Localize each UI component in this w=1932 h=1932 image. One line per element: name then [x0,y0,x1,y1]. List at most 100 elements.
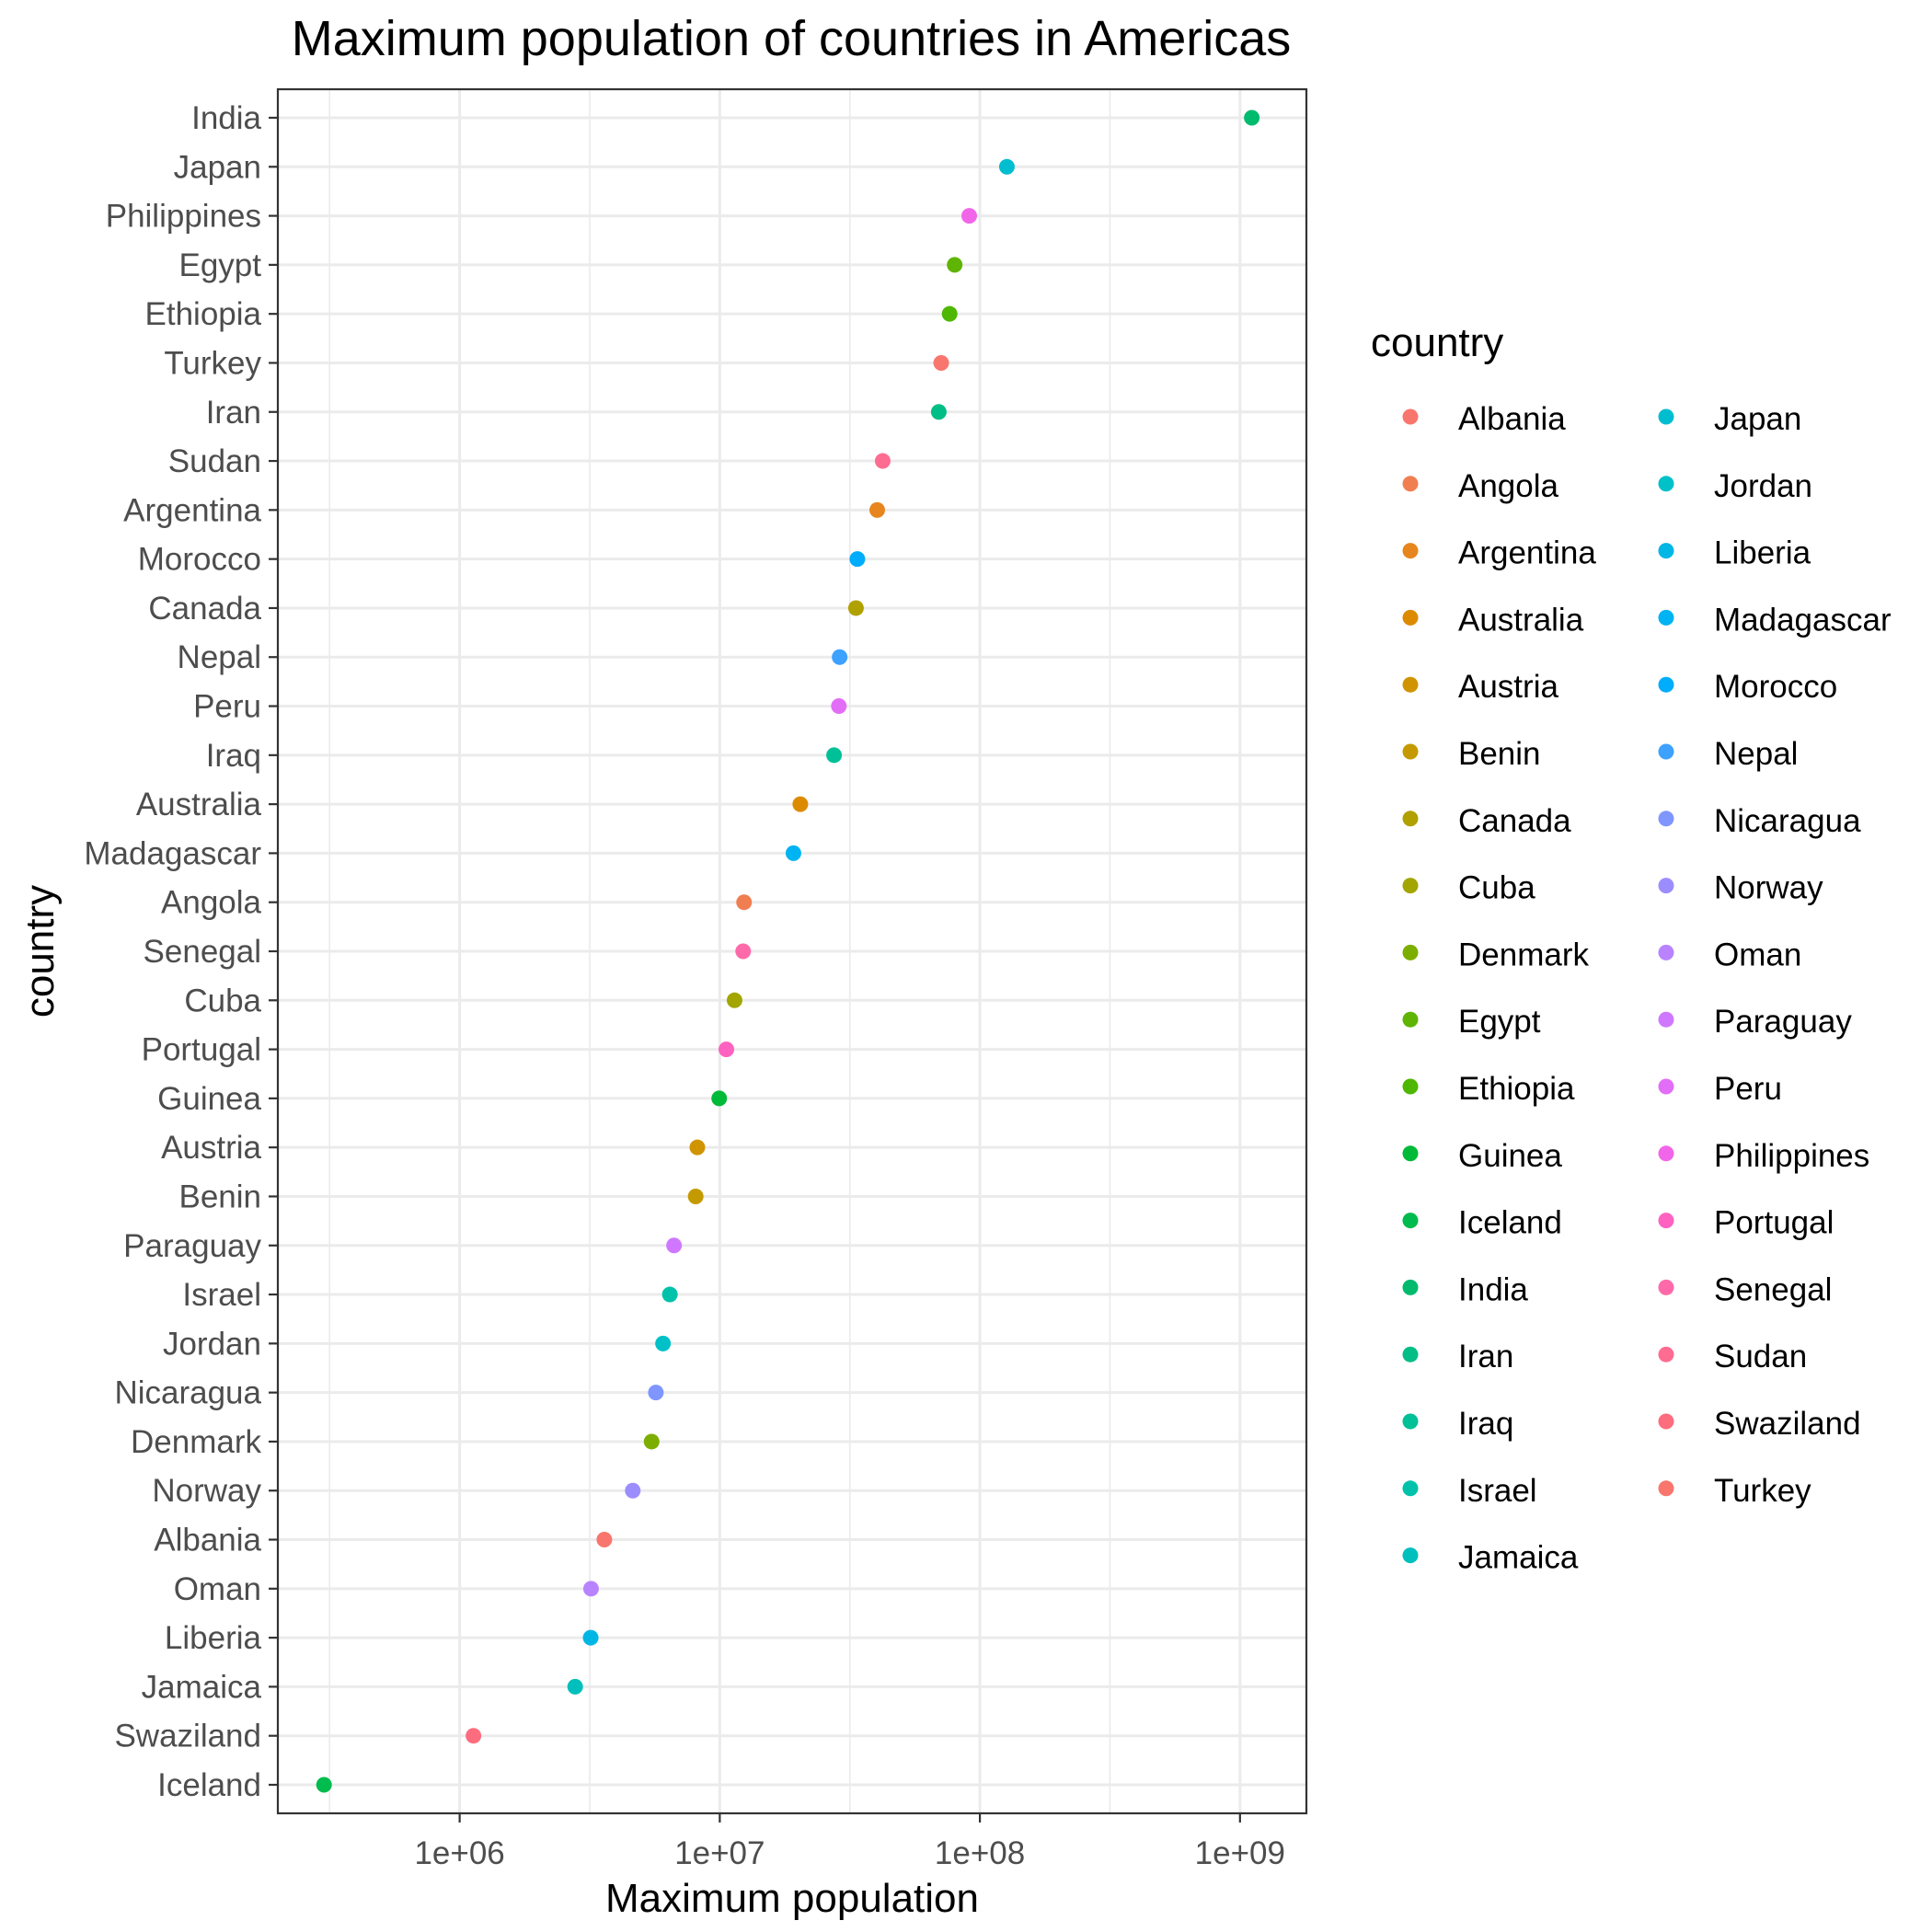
legend-label: Jordan [1714,468,1812,504]
legend-key [1658,1078,1674,1095]
y-tick-label: Portugal [142,1032,261,1068]
legend-key [1402,1011,1419,1028]
data-point [643,1433,660,1450]
data-point [1244,109,1260,126]
data-point [735,943,752,960]
data-point [847,600,864,616]
legend-label: Austria [1458,669,1558,705]
y-tick-label: Sudan [168,443,261,479]
data-point [941,305,958,322]
legend-key [1402,1346,1419,1363]
legend-label: Norway [1714,870,1823,906]
y-tick-label: Peru [193,689,261,725]
y-tick-label: Albania [154,1523,261,1558]
legend-label: Denmark [1458,937,1589,972]
legend-key [1658,1213,1674,1229]
plot-panel-border [276,87,1308,1815]
data-point [582,1629,599,1646]
legend-label: Australia [1458,602,1584,638]
y-tick-label: Swaziland [114,1719,261,1754]
legend-key [1402,408,1419,425]
data-point [832,649,848,665]
legend-key [1658,743,1674,760]
legend-label: Philippines [1714,1138,1869,1174]
y-tick-label: Nicaragua [114,1375,261,1411]
y-tick-label: India [191,100,261,136]
legend-label: Morocco [1714,669,1837,705]
y-tick-label: Jamaica [142,1669,262,1705]
y-tick-label: Argentina [123,492,261,528]
legend-key [1402,1547,1419,1564]
legend-key [1658,1413,1674,1430]
y-tick-label: Liberia [165,1620,262,1656]
y-tick-label: Canada [148,591,261,627]
legend-label: Benin [1458,736,1541,772]
data-point [596,1532,613,1548]
data-point [711,1090,728,1107]
data-point [726,992,742,1008]
y-tick-label: Cuba [184,983,261,1018]
legend-label: Israel [1458,1473,1537,1509]
legend-key [1402,811,1419,827]
data-point [826,747,843,764]
legend-label: Cuba [1458,870,1535,906]
data-point [831,698,847,715]
y-tick-label: Guinea [157,1081,261,1117]
data-point [868,501,885,518]
y-tick-label: Iran [206,395,261,431]
y-tick-label: Japan [174,149,261,185]
y-tick-label: Iraq [206,738,261,774]
grid-lines [278,89,1306,1813]
x-axis-ticks: 1e+06 1e+07 1e+08 1e+09 [414,1813,1285,1871]
data-point [687,1188,704,1204]
data-point [655,1335,672,1351]
data-point [849,551,866,568]
legend-key [1658,1011,1674,1028]
legend-label: Paraguay [1714,1004,1852,1040]
legend-key [1402,1145,1419,1162]
y-tick-label: Oman [174,1571,261,1607]
y-tick-label: Austria [161,1130,261,1166]
legend-title: country [1371,320,1503,365]
data-point [930,404,947,420]
data-point [719,1041,735,1058]
y-tick-label: Benin [178,1179,261,1214]
legend-label: Ethiopia [1458,1071,1575,1107]
legend-label: Madagascar [1714,602,1892,638]
legend-label: Canada [1458,803,1571,839]
legend-key [1658,676,1674,693]
y-tick-label: Morocco [138,542,261,578]
x-tick-label: 1e+08 [935,1835,1025,1871]
y-tick-label: Australia [136,787,262,822]
data-point [933,354,949,371]
legend-key [1402,878,1419,894]
legend-label: Nepal [1714,736,1798,772]
y-tick-label: Angola [161,885,262,921]
legend-label: Nicaragua [1714,803,1861,839]
legend-key [1658,944,1674,960]
legend-label: Portugal [1714,1205,1834,1241]
x-tick-label: 1e+07 [674,1835,765,1871]
legend-label: Guinea [1458,1138,1562,1174]
data-point [625,1482,641,1499]
x-tick-label: 1e+09 [1195,1835,1285,1871]
data-point [648,1385,664,1401]
data-point [689,1139,706,1156]
legend-label: Senegal [1714,1271,1832,1307]
legend-key [1402,1078,1419,1095]
y-axis-ticks: India Japan Philippines Egypt Ethiopia Turkey… [84,100,278,1803]
data-point [666,1237,683,1254]
y-tick-label: Jordan [163,1326,261,1362]
legend-key [1658,811,1674,827]
legend-key [1402,676,1419,693]
y-tick-label: Philippines [106,199,261,235]
legend-label: Iran [1458,1339,1513,1374]
legend-key [1402,944,1419,960]
data-point [316,1777,332,1793]
legend-label: Japan [1714,401,1801,437]
legend-key [1658,609,1674,626]
legend-key [1402,1413,1419,1430]
y-tick-label: Senegal [144,934,261,970]
legend-key [1402,743,1419,760]
